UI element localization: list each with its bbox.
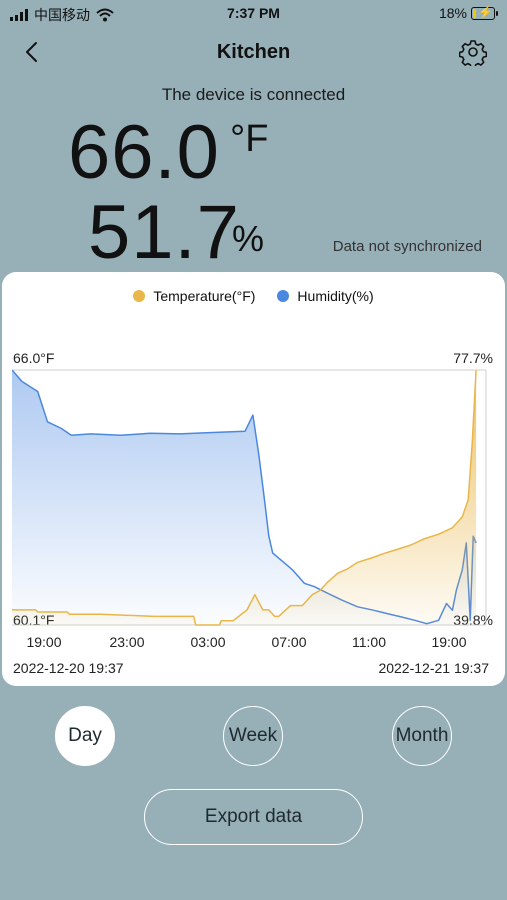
- sync-status: Data not synchronized: [332, 238, 482, 255]
- temperature-unit: °F: [230, 118, 269, 160]
- x-tick-label: 23:00: [109, 634, 145, 650]
- page-title: Kitchen: [216, 41, 291, 63]
- x-tick-label: 19:00: [26, 634, 62, 650]
- signal-icon: [10, 9, 28, 21]
- x-tick-label: 11:00: [352, 634, 386, 650]
- day-button[interactable]: Day: [55, 706, 115, 766]
- end-date: 2022-12-21 19:37: [378, 660, 489, 676]
- carrier-label: 中国移动: [34, 7, 90, 23]
- export-data-button[interactable]: Export data: [144, 789, 363, 845]
- history-chart[interactable]: [12, 367, 496, 629]
- legend-temperature: Temperature(°F): [133, 288, 255, 304]
- temperature-value: 66.0: [68, 110, 220, 195]
- x-tick-label: 07:00: [271, 634, 307, 650]
- temperature-series-line: [12, 369, 477, 626]
- chart-legend: Temperature(°F) Humidity(%): [2, 288, 505, 304]
- legend-temperature-dot: [133, 290, 146, 302]
- chevron-left-icon[interactable]: [18, 38, 46, 66]
- connection-status: The device is connected: [161, 85, 346, 104]
- nav-bar: Kitchen: [0, 34, 507, 70]
- temperature-series-area: [12, 370, 477, 625]
- humidity-series-area: [12, 370, 477, 625]
- x-tick-label: 19:00: [431, 634, 467, 650]
- chart-card: Temperature(°F) Humidity(%) 66.0°F 77.7%…: [2, 272, 505, 686]
- right-axis-max: 77.7%: [453, 350, 493, 366]
- battery-percent: 18%: [438, 5, 467, 21]
- status-left: 中国移动: [10, 5, 114, 25]
- legend-humidity-dot: [277, 290, 290, 302]
- legend-humidity: Humidity(%): [277, 288, 374, 304]
- month-button[interactable]: Month: [392, 706, 452, 766]
- x-tick-label: 03:00: [190, 634, 226, 650]
- legend-temperature-label: Temperature(°F): [153, 288, 256, 304]
- legend-humidity-label: Humidity(%): [297, 288, 374, 304]
- left-axis-max: 66.0°F: [13, 350, 55, 366]
- start-date: 2022-12-20 19:37: [13, 660, 124, 676]
- clock: 7:37 PM: [227, 5, 280, 21]
- battery-icon: ⚡: [471, 5, 498, 20]
- wifi-icon: [96, 8, 114, 22]
- humidity-unit: %: [232, 218, 265, 259]
- week-button[interactable]: Week: [223, 706, 283, 766]
- status-right: 18% ⚡: [438, 5, 498, 21]
- status-bar: 中国移动 7:37 PM 18% ⚡: [0, 0, 507, 28]
- humidity-value: 51.7: [88, 190, 240, 275]
- gear-icon[interactable]: [459, 38, 487, 66]
